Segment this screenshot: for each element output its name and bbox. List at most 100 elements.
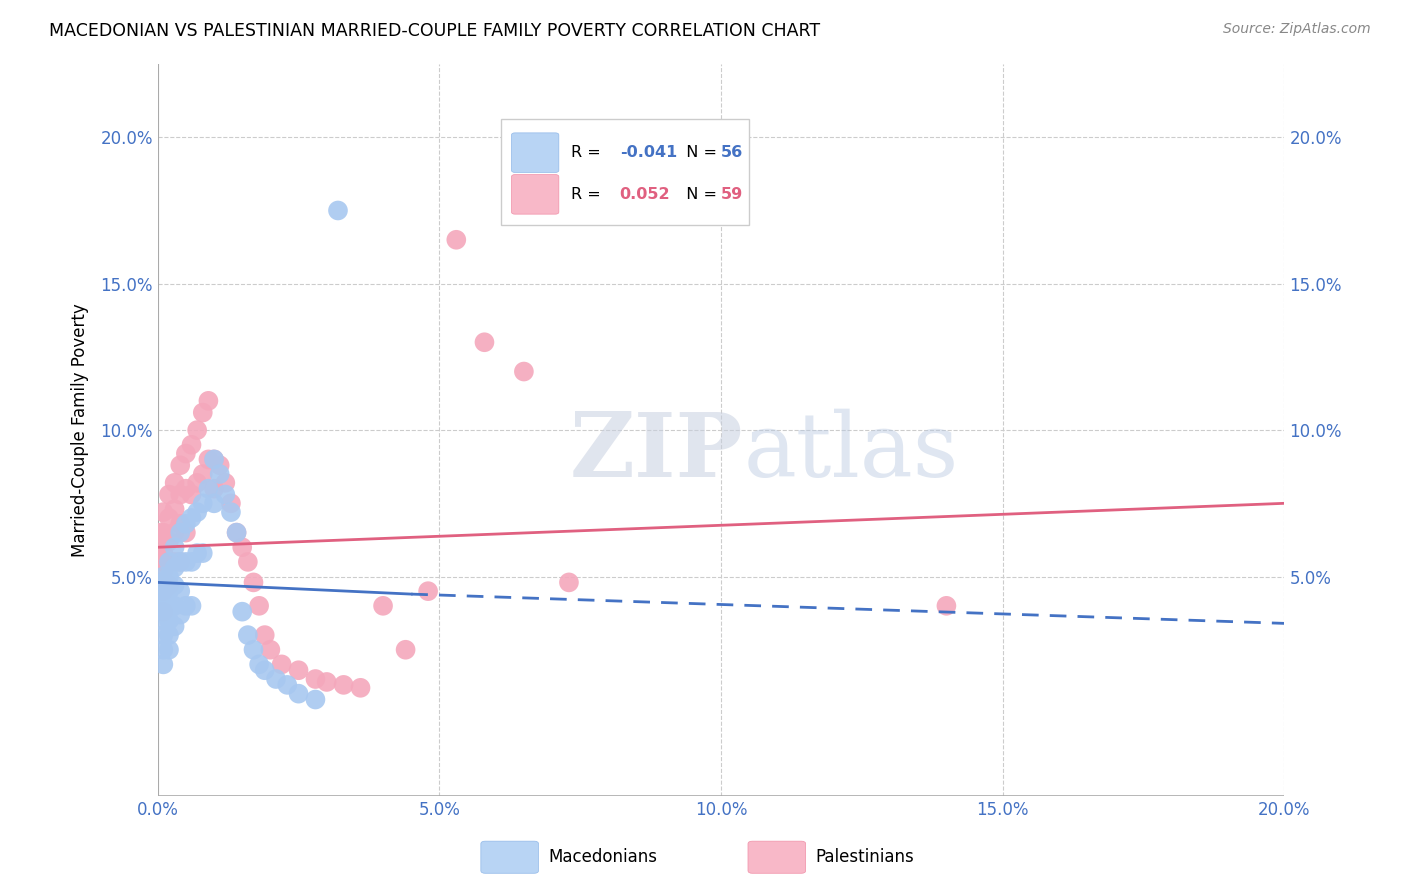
Point [225, 525, 247, 540]
Point [163, 599, 186, 613]
Point [146, 599, 169, 613]
Point [202, 452, 225, 467]
Point [157, 599, 180, 613]
Point [152, 628, 174, 642]
Point [935, 599, 957, 613]
Point [259, 642, 281, 657]
Point [186, 505, 208, 519]
Point [152, 587, 174, 601]
Point [236, 555, 259, 569]
Point [208, 467, 231, 481]
Point [186, 546, 208, 560]
Point [180, 555, 202, 569]
Point [202, 452, 225, 467]
Point [304, 692, 326, 706]
Point [197, 452, 219, 467]
Point [253, 663, 276, 677]
Point [174, 516, 197, 531]
Point [152, 525, 174, 540]
Point [202, 482, 225, 496]
Point [152, 505, 174, 519]
Text: Macedonians: Macedonians [548, 848, 658, 866]
Point [186, 423, 208, 437]
Point [169, 607, 191, 622]
Point [152, 575, 174, 590]
Point [169, 516, 191, 531]
FancyBboxPatch shape [512, 133, 558, 172]
Point [146, 578, 169, 592]
Text: Source: ZipAtlas.com: Source: ZipAtlas.com [1223, 22, 1371, 37]
Text: R =: R = [571, 145, 606, 161]
Point [157, 511, 180, 525]
Point [169, 555, 191, 569]
Text: R =: R = [571, 186, 606, 202]
Point [264, 672, 287, 686]
Point [157, 487, 180, 501]
Point [174, 555, 197, 569]
Point [157, 555, 180, 569]
Point [180, 438, 202, 452]
Point [146, 584, 169, 599]
Point [157, 534, 180, 549]
Point [416, 584, 439, 599]
Point [474, 335, 496, 350]
Point [247, 657, 270, 672]
Point [446, 233, 468, 247]
Point [287, 687, 309, 701]
Point [163, 555, 186, 569]
Point [163, 502, 186, 516]
Point [242, 575, 264, 590]
Point [315, 675, 337, 690]
Point [169, 584, 191, 599]
Point [513, 365, 536, 379]
Point [174, 599, 197, 613]
Point [163, 619, 186, 633]
Point [287, 663, 309, 677]
Point [208, 458, 231, 473]
Point [152, 569, 174, 583]
Point [349, 681, 371, 695]
Point [180, 511, 202, 525]
Point [219, 496, 242, 510]
Point [225, 525, 247, 540]
Point [332, 678, 354, 692]
Point [163, 525, 186, 540]
Y-axis label: Married-Couple Family Poverty: Married-Couple Family Poverty [72, 303, 89, 557]
Point [394, 642, 416, 657]
Point [186, 475, 208, 490]
Point [180, 487, 202, 501]
Point [169, 555, 191, 569]
Text: N =: N = [676, 186, 723, 202]
Point [276, 678, 298, 692]
Point [191, 496, 214, 510]
Point [242, 642, 264, 657]
Point [191, 546, 214, 560]
Text: Palestinians: Palestinians [815, 848, 914, 866]
Point [157, 569, 180, 583]
Point [152, 584, 174, 599]
Point [253, 628, 276, 642]
Point [202, 496, 225, 510]
Point [157, 555, 180, 569]
Point [174, 482, 197, 496]
Point [219, 505, 242, 519]
Text: atlas: atlas [744, 409, 959, 496]
Point [231, 541, 253, 555]
Point [146, 541, 169, 555]
Point [214, 475, 236, 490]
Point [163, 578, 186, 592]
Point [152, 642, 174, 657]
Text: MACEDONIAN VS PALESTINIAN MARRIED-COUPLE FAMILY POVERTY CORRELATION CHART: MACEDONIAN VS PALESTINIAN MARRIED-COUPLE… [49, 22, 820, 40]
FancyBboxPatch shape [512, 175, 558, 214]
Point [152, 605, 174, 619]
Point [157, 628, 180, 642]
Point [163, 475, 186, 490]
Point [152, 564, 174, 578]
Point [236, 628, 259, 642]
Point [157, 578, 180, 592]
Point [180, 599, 202, 613]
Point [157, 642, 180, 657]
Point [146, 555, 169, 569]
Point [174, 525, 197, 540]
Text: N =: N = [676, 145, 723, 161]
